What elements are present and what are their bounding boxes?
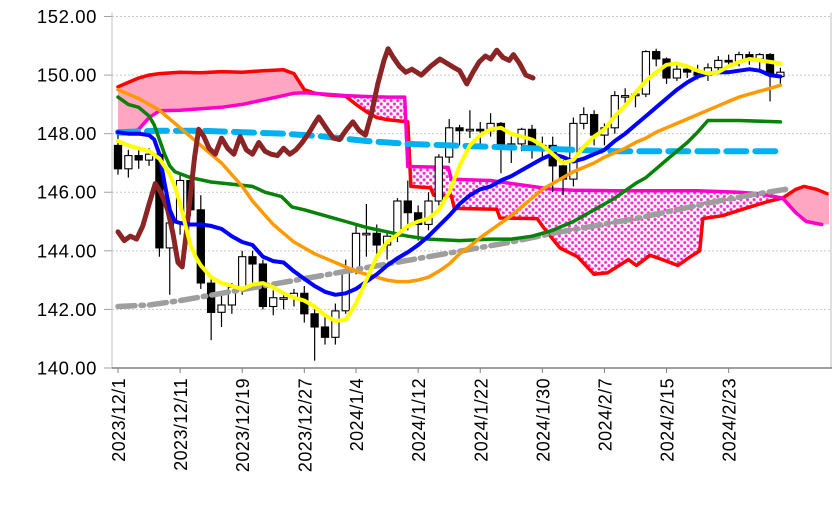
y-tick-label: 142.00 xyxy=(37,299,97,320)
x-tick-label: 2024/1/22 xyxy=(471,378,491,462)
x-tick-label: 2023/12/1 xyxy=(109,378,129,462)
x-axis-labels: 2023/12/1 2023/12/11 2023/12/19 2023/12/27 2… xyxy=(109,368,740,472)
candle xyxy=(248,250,257,286)
y-tick-label: 150.00 xyxy=(37,65,97,86)
candle xyxy=(206,278,216,341)
candle xyxy=(403,180,412,231)
candle xyxy=(124,149,133,178)
y-tick-label: 144.00 xyxy=(37,240,97,261)
candle xyxy=(217,294,226,327)
candle xyxy=(455,124,464,146)
candle xyxy=(579,107,588,130)
candle xyxy=(331,303,340,345)
candle xyxy=(445,119,454,163)
y-tick-label: 146.00 xyxy=(37,182,97,203)
series-darkred-lagging-span xyxy=(115,46,536,270)
candle xyxy=(714,56,723,73)
y-tick-label: 148.00 xyxy=(37,123,97,144)
kumo-bull-area xyxy=(783,186,829,225)
senkou-span-a-line xyxy=(116,90,824,227)
axis-frame xyxy=(111,12,832,369)
x-tick-label: 2024/1/4 xyxy=(347,378,367,451)
kumo-bear-area xyxy=(410,166,784,275)
kumo-bull-area xyxy=(118,69,318,134)
candle xyxy=(320,316,330,345)
series-yellow-ma xyxy=(116,57,783,324)
candle xyxy=(362,203,371,257)
series-lightblue-dashed-ma xyxy=(115,127,781,155)
candle xyxy=(662,57,671,84)
x-tick-label: 2024/2/23 xyxy=(720,378,740,462)
candle xyxy=(434,154,443,206)
x-tick-label: 2024/2/15 xyxy=(658,378,678,462)
candle xyxy=(196,195,205,289)
series-blue-ma xyxy=(116,67,783,297)
x-tick-label: 2023/12/27 xyxy=(295,378,315,472)
candle xyxy=(424,192,433,231)
candle xyxy=(652,48,661,67)
y-tick-label: 152.00 xyxy=(37,6,97,27)
x-tick-label: 2024/1/12 xyxy=(409,378,429,462)
candle xyxy=(134,148,143,169)
kumo-cloud xyxy=(116,68,829,277)
x-tick-label: 2024/1/30 xyxy=(533,378,553,462)
series-gray-trend-dashdot xyxy=(115,186,789,310)
candle xyxy=(269,290,278,316)
x-tick-label: 2023/12/19 xyxy=(233,378,253,472)
candle xyxy=(486,113,495,137)
x-tick-label: 2023/12/11 xyxy=(171,378,191,471)
series-orange-ma xyxy=(116,83,783,284)
y-axis-labels: 152.00 150.00 148.00 146.00 144.00 142.00 140.… xyxy=(37,6,112,379)
x-tick-label: 2024/2/7 xyxy=(595,378,615,451)
candle xyxy=(310,309,319,361)
candle xyxy=(641,50,651,98)
kumo-bear-area xyxy=(317,93,406,124)
candle xyxy=(465,110,475,139)
y-tick-label: 140.00 xyxy=(37,358,97,379)
